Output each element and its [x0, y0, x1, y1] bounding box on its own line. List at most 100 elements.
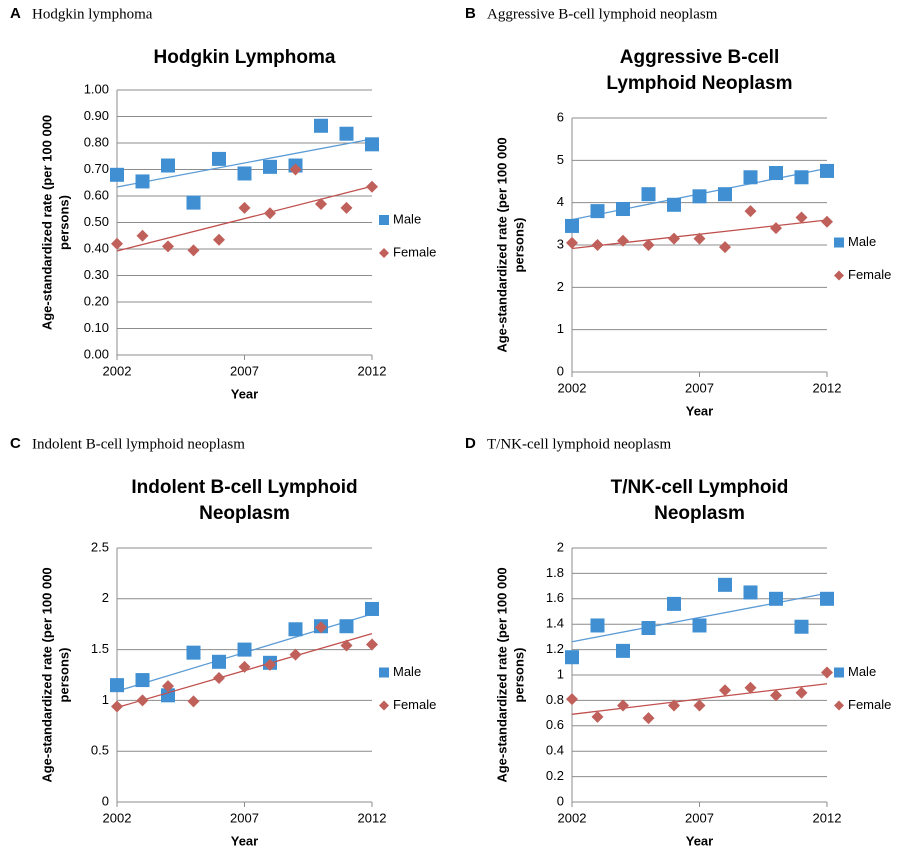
- y-tick-label: 0.20: [84, 293, 109, 308]
- point: [692, 618, 707, 633]
- point: [718, 577, 732, 592]
- point: [136, 229, 149, 242]
- legend-marker: [834, 700, 844, 711]
- y-tick-label: 5: [557, 152, 564, 167]
- point: [289, 648, 302, 661]
- point: [744, 681, 757, 694]
- y-tick-label: 1: [557, 666, 564, 681]
- panel-caption: T/NK-cell lymphoid neoplasm: [487, 436, 671, 452]
- point: [667, 197, 681, 212]
- point: [769, 166, 783, 181]
- y-tick-label: 4: [557, 194, 564, 209]
- trendline: [116, 185, 373, 252]
- point: [795, 686, 808, 699]
- point: [718, 187, 732, 202]
- y-tick-label: 0.30: [84, 267, 109, 282]
- y-tick-label: 0.10: [84, 320, 109, 335]
- y-tick-label: 1: [102, 692, 109, 707]
- legend-marker: [834, 270, 844, 281]
- y-axis-label: persons): [56, 195, 71, 250]
- point: [744, 205, 757, 218]
- y-axis-label: persons): [511, 218, 526, 273]
- point: [692, 189, 707, 204]
- point: [187, 244, 200, 257]
- point: [617, 234, 629, 247]
- trendline: [571, 683, 828, 715]
- x-tick-label: 2007: [230, 363, 259, 378]
- point: [111, 237, 123, 250]
- point: [668, 232, 680, 245]
- point: [110, 167, 124, 182]
- chart-title: Aggressive B-cell: [620, 47, 779, 68]
- x-tick-label: 2012: [358, 810, 387, 825]
- chart-title: Hodgkin Lymphoma: [154, 47, 336, 68]
- y-tick-label: 0.2: [546, 768, 564, 783]
- point: [264, 207, 276, 220]
- panel-label: D: [465, 435, 476, 452]
- x-tick-label: 2007: [230, 810, 259, 825]
- y-tick-label: 1.00: [84, 81, 109, 96]
- x-axis-label: Year: [686, 833, 713, 848]
- y-tick-label: 2: [102, 590, 109, 605]
- point: [264, 658, 276, 671]
- point: [162, 240, 174, 253]
- point: [565, 218, 579, 233]
- y-tick-label: 0: [557, 363, 564, 378]
- point: [641, 621, 656, 636]
- y-tick-label: 3: [557, 236, 564, 251]
- y-tick-label: 2: [557, 279, 564, 294]
- point: [161, 158, 175, 173]
- point: [187, 695, 200, 708]
- point: [668, 699, 680, 712]
- point: [642, 712, 655, 725]
- point: [616, 643, 630, 658]
- x-axis-label: Year: [231, 833, 258, 848]
- legend-marker: [379, 700, 389, 711]
- legend-label: Male: [848, 664, 876, 679]
- point: [339, 619, 354, 634]
- point: [719, 684, 731, 697]
- point: [743, 170, 758, 185]
- point: [135, 174, 150, 189]
- y-axis-label: Age-standardized rate (per 100 000: [39, 567, 54, 782]
- panel-label: C: [10, 435, 21, 452]
- point: [212, 151, 226, 166]
- point: [288, 622, 303, 637]
- y-axis-label: persons): [511, 648, 526, 703]
- point: [642, 239, 655, 251]
- y-tick-label: 1.8: [546, 565, 564, 580]
- point: [340, 639, 353, 652]
- legend-label: Female: [393, 697, 436, 712]
- point: [162, 680, 174, 693]
- x-tick-label: 2007: [685, 380, 714, 395]
- legend-marker: [379, 215, 389, 225]
- point: [667, 596, 681, 611]
- point: [110, 678, 124, 693]
- y-tick-label: 1: [557, 321, 564, 336]
- point: [365, 137, 379, 152]
- point: [136, 694, 149, 707]
- point: [186, 195, 201, 210]
- point: [238, 201, 251, 214]
- point: [289, 163, 302, 176]
- point: [213, 233, 225, 246]
- y-tick-label: 2: [557, 539, 564, 554]
- legend-marker: [834, 667, 844, 678]
- legend-label: Male: [848, 234, 876, 249]
- point: [641, 187, 656, 202]
- point: [770, 689, 782, 702]
- chart-title: T/NK-cell Lymphoid: [611, 477, 789, 498]
- point: [565, 650, 579, 665]
- y-axis-label: Age-standardized rate (per 100 000: [39, 115, 54, 330]
- point: [617, 699, 629, 712]
- y-tick-label: 6: [557, 109, 564, 124]
- y-tick-label: 0.5: [91, 743, 109, 758]
- x-tick-label: 2002: [558, 810, 587, 825]
- point: [315, 197, 327, 210]
- x-axis-label: Year: [231, 386, 258, 401]
- point: [794, 170, 809, 185]
- x-tick-label: 2007: [685, 810, 714, 825]
- panel-label: B: [465, 5, 476, 22]
- point: [693, 699, 706, 712]
- point: [365, 601, 379, 616]
